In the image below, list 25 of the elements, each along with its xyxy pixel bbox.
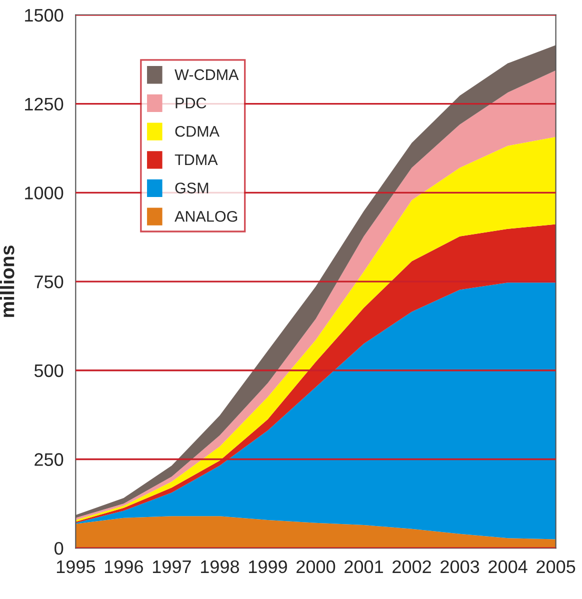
x-tick-label: 1999 [249, 560, 287, 574]
x-tick-label: 2005 [536, 560, 576, 574]
legend-label: TDMA [174, 154, 218, 165]
legend-label: PDC [176, 98, 206, 108]
y-tick-label: 0 [54, 542, 64, 555]
y-tick-label: 750 [34, 275, 64, 288]
y-tick-label: 1500 [25, 8, 64, 22]
y-tick-label: 500 [34, 364, 64, 378]
x-tick-label: 1995 [56, 560, 95, 574]
x-tick-label: 2004 [488, 560, 528, 574]
y-axis-title: millions [0, 246, 14, 317]
y-tick-label: 250 [34, 453, 64, 466]
legend-label: ANALOG [174, 210, 238, 222]
y-tick-label: 1250 [25, 98, 64, 111]
x-tick-label: 1997 [152, 560, 191, 574]
x-tick-label: 1998 [201, 560, 240, 574]
x-tick-label: 1996 [104, 560, 143, 574]
legend-label: CDMA [175, 126, 220, 137]
x-tick-label: 2000 [296, 560, 336, 574]
y-tick-label: 1000 [25, 186, 64, 200]
legend-label: W-CDMA [174, 69, 239, 80]
x-tick-label: 2003 [440, 560, 480, 574]
legend-label: GSM [175, 182, 208, 194]
x-tick-label: 2001 [344, 560, 383, 574]
x-tick-label: 2002 [392, 560, 431, 574]
